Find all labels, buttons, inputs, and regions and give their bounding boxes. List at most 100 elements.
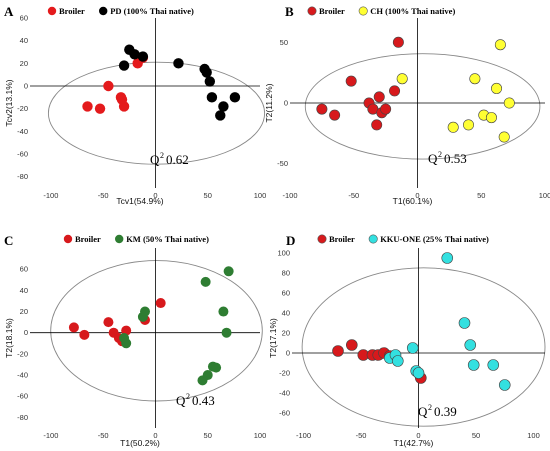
y-tick-label: 20 (282, 329, 290, 338)
y-tick-label: -60 (279, 409, 290, 418)
x-tick-label: -50 (356, 431, 367, 440)
legend-marker (115, 234, 124, 244)
y-tick-label: -80 (17, 413, 28, 422)
data-point-D-0-0 (332, 345, 344, 357)
y-tick-label: 0 (24, 328, 28, 337)
data-point-C-0-8 (155, 298, 166, 309)
data-point-D-1-3 (406, 342, 419, 354)
q2-value: 0.62 (166, 152, 189, 167)
legend-marker (99, 6, 108, 16)
y-tick-label: -20 (17, 349, 28, 358)
q2-label: Q (428, 151, 438, 166)
data-point-B-0-1 (329, 109, 341, 121)
x-axis-label: Tcv1(54.9%) (116, 196, 163, 206)
panel-A: A -100 -50 0 50 100 60 40 20 0 -20 -40 -60 -80 Tcv1(54… (4, 4, 266, 206)
y-axis-label: T2(11.2%) (264, 83, 274, 122)
legend-marker (47, 6, 57, 16)
x-axis-label: T1(60.1%) (393, 196, 433, 206)
legend-marker (368, 234, 378, 244)
data-point-C-1-3 (140, 306, 150, 317)
y-tick-label: 20 (20, 59, 28, 68)
y-tick-label: -50 (277, 159, 288, 168)
y-tick-label: -20 (279, 369, 290, 378)
q2-superscript: 2 (428, 403, 432, 412)
x-tick-label: 100 (527, 431, 540, 440)
data-point-A-1-4 (173, 58, 184, 69)
legend-marker (63, 234, 73, 244)
y-tick-label: 60 (20, 265, 28, 274)
legend-entry: CH (100% Thai native) (370, 6, 455, 16)
y-tick-label: 40 (20, 286, 28, 295)
hotelling-ellipse (304, 53, 541, 160)
data-point-B-1-8 (498, 131, 510, 143)
data-point-C-0-0 (68, 322, 79, 333)
q2-label: Q (176, 393, 186, 408)
y-tick-label: -40 (279, 389, 290, 398)
data-point-B-1-9 (503, 97, 515, 109)
data-point-B-0-10 (392, 36, 404, 48)
x-tick-label: 50 (477, 191, 485, 200)
legend-marker (307, 6, 317, 16)
data-point-A-1-7 (204, 76, 216, 87)
legend-marker (317, 234, 327, 244)
data-point-C-1-6 (202, 370, 213, 381)
data-point-C-1-11 (223, 266, 234, 277)
y-tick-label: 60 (20, 14, 28, 23)
panel-B: B -100 -50 0 50 100 50 0 -50 T1(60.1%) T2(11.2%) Br… (264, 4, 550, 206)
data-point-C-1-5 (200, 276, 211, 287)
data-point-A-0-1 (94, 103, 106, 114)
x-tick-label: 0 (153, 431, 157, 440)
data-point-B-1-7 (494, 39, 506, 51)
panel-C: C -100 -50 0 50 100 60 40 20 0 -20 -40 -60 -80 T1(50.2… (4, 233, 266, 448)
x-tick-label: -100 (296, 431, 311, 440)
x-tick-label: 100 (254, 191, 267, 200)
legend-entry: Broiler (59, 6, 85, 16)
data-point-B-1-1 (447, 121, 459, 133)
x-tick-label: 50 (204, 431, 212, 440)
x-tick-label: 50 (472, 431, 480, 440)
x-axis-label: T1(42.7%) (394, 438, 434, 448)
y-tick-label: 80 (282, 269, 290, 278)
legend-entry: KM (50% Thai native) (126, 234, 209, 244)
x-tick-label: 100 (539, 191, 550, 200)
hotelling-ellipse (50, 260, 263, 402)
data-point-A-1-2 (129, 49, 140, 60)
q2-superscript: 2 (186, 392, 190, 401)
q2-superscript: 2 (160, 151, 164, 160)
data-point-B-0-5 (371, 119, 383, 131)
y-tick-label: 0 (286, 349, 290, 358)
y-tick-label: -80 (17, 172, 28, 181)
data-point-B-0-2 (345, 75, 357, 87)
q2-value: 0.43 (192, 393, 215, 408)
legend-marker (358, 6, 368, 16)
data-point-A-1-10 (218, 101, 229, 112)
hotelling-ellipse (47, 61, 266, 165)
data-point-A-0-2 (103, 80, 114, 92)
q2-superscript: 2 (438, 150, 442, 159)
data-point-C-0-2 (103, 317, 114, 328)
y-axis-label: Tcv2(13.1%) (4, 79, 14, 126)
x-axis-label: T1(50.2%) (120, 438, 160, 448)
q2-label: Q (418, 404, 428, 419)
x-tick-label: 0 (153, 191, 157, 200)
data-point-A-1-3 (137, 51, 149, 62)
data-point-D-0-1 (345, 339, 358, 351)
data-point-B-0-9 (389, 85, 401, 97)
panel-D: D -100 -50 0 50 100 100 80 60 40 20 0 -20 -40 -60 T1(42… (268, 233, 546, 448)
data-point-C-1-8 (211, 362, 222, 373)
y-tick-label: -60 (17, 392, 28, 401)
data-point-B-0-6 (373, 91, 385, 103)
panel-letter: B (285, 4, 294, 19)
data-point-C-1-10 (221, 327, 232, 338)
data-point-A-0-0 (82, 101, 93, 112)
y-tick-label: 0 (24, 82, 28, 91)
x-tick-label: -50 (348, 191, 359, 200)
data-point-D-1-9 (467, 359, 480, 371)
y-tick-label: 50 (280, 38, 288, 47)
y-axis-label: T2(18.1%) (4, 318, 14, 358)
y-tick-label: 40 (20, 36, 28, 45)
data-point-B-1-2 (462, 119, 474, 131)
data-point-B-1-5 (485, 112, 497, 124)
data-point-D-1-10 (487, 359, 500, 371)
y-tick-label: -40 (17, 371, 28, 380)
